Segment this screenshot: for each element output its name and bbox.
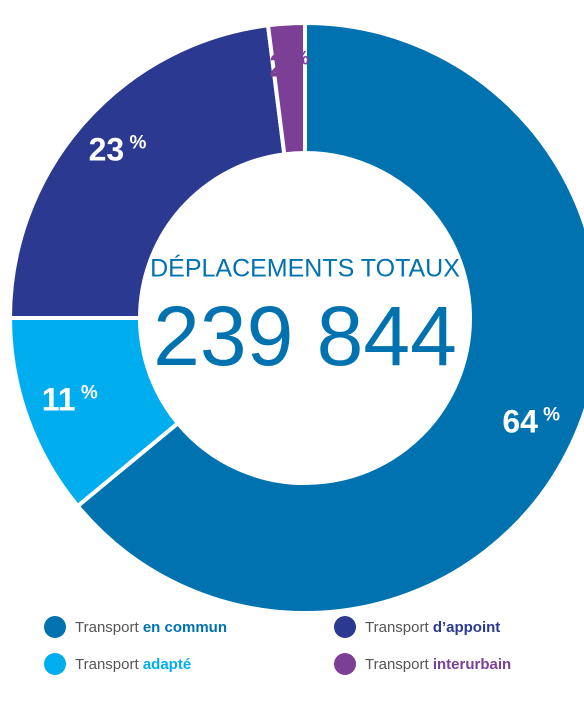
legend-label: Transport en commun	[75, 619, 227, 636]
slice	[74, 20, 584, 615]
value-label: 2 %	[269, 48, 309, 84]
legend-label: Transport adapté	[75, 656, 191, 673]
value-label: 23 %	[89, 132, 147, 168]
value-label: 11 %	[42, 382, 98, 418]
legend-swatch	[44, 616, 66, 638]
center-total: 239 844	[153, 289, 457, 383]
legend-swatch	[334, 616, 356, 638]
slice	[265, 20, 307, 157]
legend-swatch	[44, 653, 66, 675]
slice	[7, 23, 287, 320]
legend-label: Transport d’appoint	[365, 619, 500, 636]
center-title: DÉPLACEMENTS TOTAUX	[150, 254, 460, 283]
slices	[7, 20, 584, 615]
value-label: 64 %	[502, 404, 560, 440]
legend-label: Transport interurbain	[365, 656, 511, 673]
legend-swatch	[334, 653, 356, 675]
